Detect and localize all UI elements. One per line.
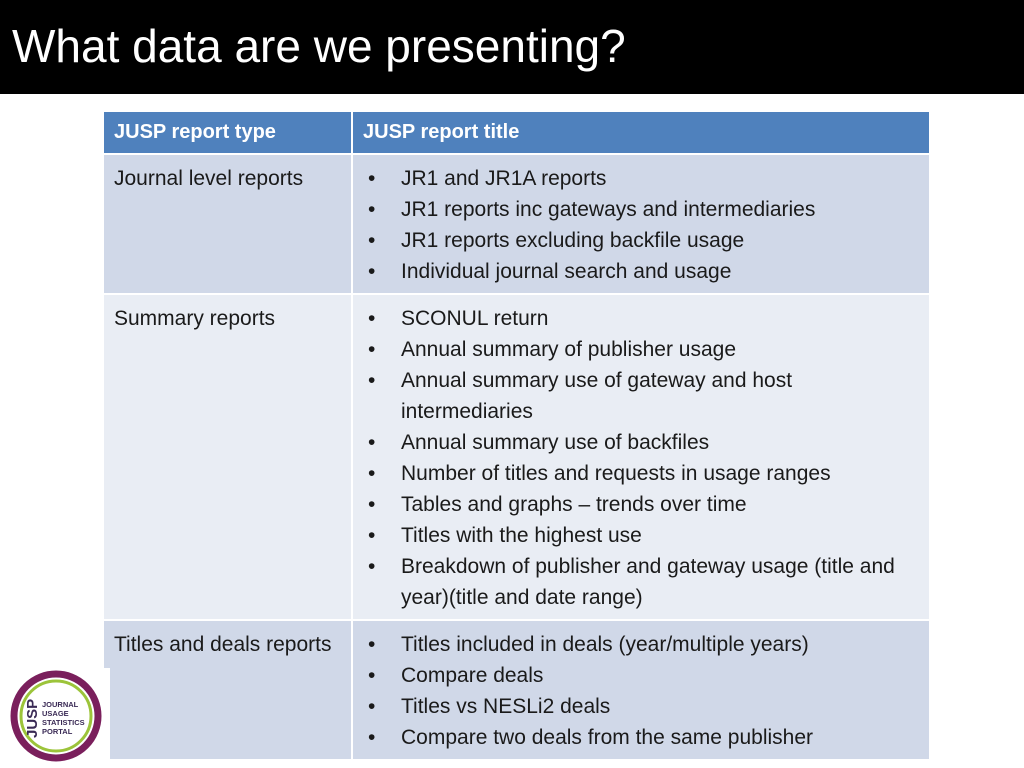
bullet-icon: •	[368, 726, 376, 749]
bullet-icon: •	[368, 167, 376, 190]
list-item-text: Annual summary use of backfiles	[401, 431, 710, 454]
list-item-text: Tables and graphs – trends over time	[401, 493, 747, 516]
bullet-icon: •	[368, 369, 376, 392]
logo-line-journal: JOURNAL	[42, 700, 79, 709]
list-item: • JR1 reports excluding backfile usage	[363, 225, 919, 256]
list-item: • Annual summary use of backfiles	[363, 427, 919, 458]
list-item: • SCONUL return	[363, 303, 919, 334]
list-item: • Individual journal search and usage	[363, 256, 919, 287]
list-item-text: Annual summary of publisher usage	[401, 338, 737, 361]
report-titles-cell: • JR1 and JR1A reports • JR1 reports inc g…	[351, 153, 931, 295]
bullet-icon: •	[368, 260, 376, 283]
bullet-icon: •	[368, 664, 376, 687]
logo-inner-ring	[19, 679, 93, 753]
logo-line-portal: PORTAL	[42, 727, 73, 736]
table-header-row: JUSP report type JUSP report title	[102, 110, 931, 155]
table-row: Titles and deals reports • Titles include…	[102, 619, 931, 761]
report-titles-cell: • Titles included in deals (year/multiple…	[351, 619, 931, 761]
bullet-icon: •	[368, 198, 376, 221]
column-header-report-title: JUSP report title	[351, 110, 931, 155]
list-item: • Titles vs NESLi2 deals	[363, 691, 919, 722]
list-item: • Compare deals	[363, 660, 919, 691]
bullet-icon: •	[368, 229, 376, 252]
list-item: • Titles included in deals (year/multiple…	[363, 629, 919, 660]
slide-title: What data are we presenting?	[12, 20, 626, 72]
report-table: JUSP report type JUSP report title Journ…	[102, 110, 931, 761]
bullet-icon: •	[368, 633, 376, 656]
jusp-logo: JUSP JOURNAL USAGE STATISTICS PORTAL	[10, 668, 110, 764]
bullet-icon: •	[368, 431, 376, 454]
list-item-text: Compare deals	[401, 664, 544, 687]
list-item-text: Number of titles and requests in usage r…	[401, 462, 831, 485]
list-item: • Compare two deals from the same publish…	[363, 722, 919, 753]
report-type-cell: Titles and deals reports	[102, 619, 353, 761]
report-type-cell: Summary reports	[102, 293, 353, 621]
list-item: • Annual summary use of gateway and host …	[363, 365, 919, 427]
list-item-text: Breakdown of publisher and gateway usage…	[401, 555, 895, 609]
list-item-text: Individual journal search and usage	[401, 260, 732, 283]
logo-acronym: JUSP	[24, 699, 41, 738]
list-item: • Number of titles and requests in usage …	[363, 458, 919, 489]
logo-line-statistics: STATISTICS	[42, 718, 85, 727]
list-item: • Breakdown of publisher and gateway usag…	[363, 551, 919, 613]
list-item-text: Annual summary use of gateway and host i…	[401, 369, 793, 423]
list-item-text: JR1 and JR1A reports	[401, 167, 607, 190]
column-header-report-type: JUSP report type	[102, 110, 353, 155]
list-item: • JR1 reports inc gateways and intermedia…	[363, 194, 919, 225]
list-item-text: Titles vs NESLi2 deals	[401, 695, 611, 718]
bullet-icon: •	[368, 307, 376, 330]
bullet-icon: •	[368, 695, 376, 718]
list-item-text: Compare two deals from the same publishe…	[401, 726, 814, 749]
table-row: Journal level reports • JR1 and JR1A repo…	[102, 153, 931, 295]
bullet-list: • JR1 and JR1A reports • JR1 reports inc g…	[363, 163, 919, 287]
bullet-icon: •	[368, 555, 376, 578]
list-item-text: JR1 reports excluding backfile usage	[401, 229, 745, 252]
bullet-icon: •	[368, 493, 376, 516]
logo-outer-ring	[10, 670, 102, 762]
table-row: Summary reports • SCONUL return • Annual s…	[102, 293, 931, 621]
list-item: • JR1 and JR1A reports	[363, 163, 919, 194]
list-item-text: JR1 reports inc gateways and intermediar…	[401, 198, 816, 221]
report-type-cell: Journal level reports	[102, 153, 353, 295]
list-item-text: SCONUL return	[401, 307, 549, 330]
title-bar: What data are we presenting?	[0, 0, 1024, 94]
list-item: • Tables and graphs – trends over time	[363, 489, 919, 520]
bullet-list: • SCONUL return • Annual summary of publis…	[363, 303, 919, 613]
list-item-text: Titles included in deals (year/multiple …	[401, 633, 809, 656]
report-titles-cell: • SCONUL return • Annual summary of publis…	[351, 293, 931, 621]
bullet-icon: •	[368, 462, 376, 485]
list-item-text: Titles with the highest use	[401, 524, 642, 547]
bullet-list: • Titles included in deals (year/multiple…	[363, 629, 919, 753]
logo-center	[24, 684, 88, 748]
logo-line-usage: USAGE	[42, 709, 69, 718]
bullet-icon: •	[368, 338, 376, 361]
list-item: • Titles with the highest use	[363, 520, 919, 551]
list-item: • Annual summary of publisher usage	[363, 334, 919, 365]
jusp-logo-icon: JUSP JOURNAL USAGE STATISTICS PORTAL	[10, 670, 102, 762]
bullet-icon: •	[368, 524, 376, 547]
